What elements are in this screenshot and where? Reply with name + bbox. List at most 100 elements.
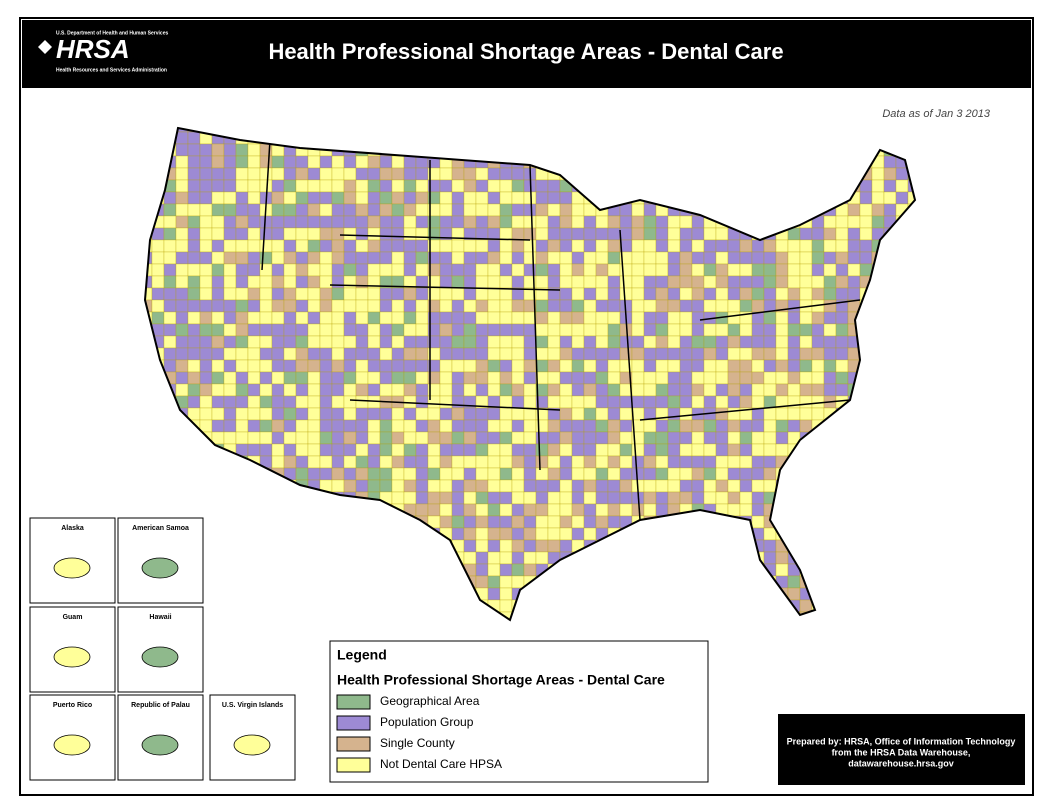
county <box>343 155 357 169</box>
county <box>403 155 417 169</box>
county <box>883 587 897 601</box>
county <box>655 191 669 205</box>
county <box>499 251 513 265</box>
county <box>596 624 608 636</box>
county <box>235 203 249 217</box>
county <box>703 383 717 397</box>
county <box>271 479 285 493</box>
county <box>848 624 860 636</box>
county <box>331 335 345 349</box>
county <box>367 251 381 265</box>
county <box>295 275 309 289</box>
county <box>535 263 549 277</box>
county <box>199 155 213 169</box>
county <box>463 407 477 421</box>
county <box>571 227 585 241</box>
county <box>451 167 465 181</box>
county <box>871 215 885 229</box>
county <box>739 191 753 205</box>
county <box>619 503 633 517</box>
county <box>775 131 789 145</box>
county <box>763 527 777 541</box>
county <box>523 215 537 229</box>
county <box>547 431 561 445</box>
county <box>559 239 573 253</box>
county <box>763 359 777 373</box>
county <box>871 335 885 349</box>
county <box>379 323 393 337</box>
county <box>211 143 225 157</box>
county <box>439 299 453 313</box>
county <box>451 347 465 361</box>
county <box>307 575 321 589</box>
county <box>847 563 861 577</box>
county <box>307 431 321 445</box>
county <box>787 587 801 601</box>
county <box>535 155 549 169</box>
county <box>223 503 237 517</box>
county <box>319 503 333 517</box>
county <box>283 359 297 373</box>
county <box>367 155 381 169</box>
county <box>547 227 561 241</box>
county <box>823 215 837 229</box>
county <box>499 167 513 181</box>
county <box>343 128 357 133</box>
county <box>145 143 153 157</box>
county <box>319 167 333 181</box>
county <box>451 479 465 493</box>
county <box>715 611 729 620</box>
county <box>175 167 189 181</box>
county <box>799 479 813 493</box>
county <box>547 455 561 469</box>
county <box>415 311 429 325</box>
county <box>511 503 525 517</box>
county <box>643 263 657 277</box>
county <box>835 287 849 301</box>
county <box>151 455 165 469</box>
county <box>331 155 345 169</box>
county <box>811 287 825 301</box>
county <box>236 624 248 636</box>
county <box>679 179 693 193</box>
county <box>871 515 885 529</box>
county <box>559 128 573 133</box>
county <box>607 131 621 145</box>
county <box>163 203 177 217</box>
county <box>523 191 537 205</box>
county <box>728 624 740 636</box>
county <box>319 275 333 289</box>
county <box>871 359 885 373</box>
county <box>667 563 681 577</box>
county <box>751 347 765 361</box>
county <box>751 203 765 217</box>
county <box>655 251 669 265</box>
county <box>739 179 753 193</box>
county <box>895 563 909 577</box>
county <box>595 311 609 325</box>
county <box>295 431 309 445</box>
county <box>799 239 813 253</box>
county <box>727 275 741 289</box>
county <box>331 395 345 409</box>
county <box>739 431 753 445</box>
county <box>751 155 765 169</box>
county <box>775 275 789 289</box>
county <box>883 128 897 133</box>
county <box>223 587 237 601</box>
county <box>787 383 801 397</box>
county <box>751 563 765 577</box>
county <box>595 323 609 337</box>
county <box>499 407 513 421</box>
county <box>535 491 549 505</box>
county <box>715 515 729 529</box>
county <box>667 215 681 229</box>
county <box>799 131 813 145</box>
county <box>499 128 513 133</box>
county <box>307 611 321 620</box>
county <box>847 443 861 457</box>
county <box>703 251 717 265</box>
county <box>211 587 225 601</box>
county <box>559 299 573 313</box>
